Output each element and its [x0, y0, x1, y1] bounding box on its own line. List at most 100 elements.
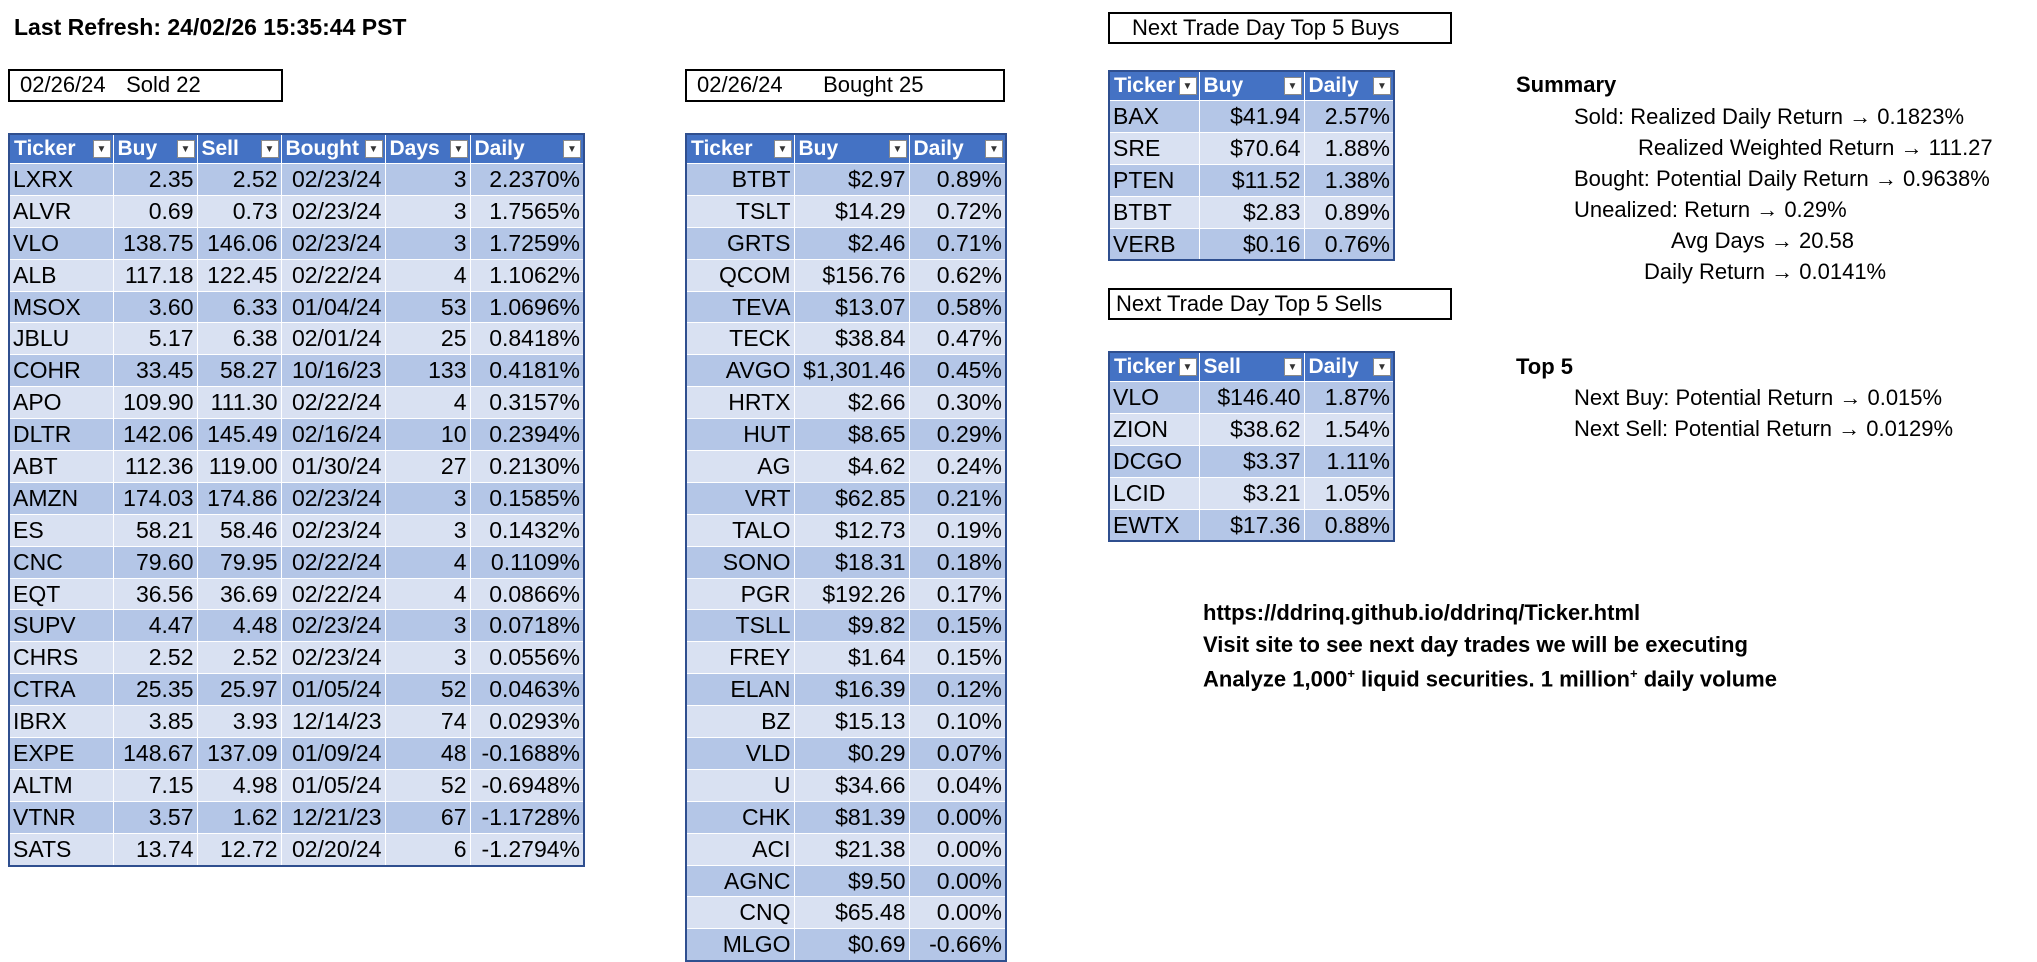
column-header-daily[interactable]: Daily ▼ [909, 134, 1007, 164]
table-row: AG $4.62 0.24% [686, 450, 1007, 483]
cell-ticker: CNQ [686, 896, 795, 929]
cell-bought: 02/22/24 [281, 545, 386, 579]
filter-dropdown-icon[interactable]: ▼ [1373, 358, 1391, 376]
cell-bought: 02/20/24 [281, 832, 386, 866]
table-row: CTRA 25.35 25.97 01/05/24 52 0.0463% [9, 673, 585, 706]
filter-dropdown-icon[interactable]: ▼ [773, 140, 792, 158]
site-url[interactable]: https://ddrinq.github.io/ddrinq/Ticker.h… [1203, 600, 1641, 625]
column-header-ticker[interactable]: Ticker ▼ [9, 134, 114, 164]
cell-days: 3 [385, 163, 471, 196]
cell-ticker: AGNC [686, 864, 795, 897]
table-row: LXRX 2.35 2.52 02/23/24 3 2.2370% [9, 163, 585, 196]
cell-buy: 36.56 [113, 577, 198, 610]
column-header-daily[interactable]: Daily ▼ [470, 134, 585, 164]
analyze-sup-2: + [1629, 666, 1638, 681]
cell-ticker: TSLT [686, 194, 795, 228]
table-row: COHR 33.45 58.27 10/16/23 133 0.4181% [9, 354, 585, 387]
cell-sell: 111.30 [197, 386, 282, 419]
filter-dropdown-icon[interactable]: ▼ [1373, 77, 1391, 95]
cell-bought: 02/22/24 [281, 258, 386, 292]
filter-dropdown-icon[interactable]: ▼ [449, 140, 468, 158]
cell-buy: 142.06 [113, 418, 198, 451]
filter-dropdown-icon[interactable]: ▼ [260, 140, 279, 158]
summary-bought: Bought: Potential Daily Return → 0.9638% [1574, 166, 1990, 191]
cell-daily: 0.0463% [470, 673, 585, 706]
filter-dropdown-icon[interactable]: ▼ [176, 140, 195, 158]
column-header-daily[interactable]: Daily ▼ [1304, 352, 1395, 382]
cell-bought: 01/04/24 [281, 290, 386, 323]
top5-next-sell: Next Sell: Potential Return → 0.0129% [1574, 416, 1954, 441]
table-row: TSLT $14.29 0.72% [686, 194, 1007, 228]
cell-ticker: MSOX [9, 290, 114, 323]
cell-ticker: SUPV [9, 609, 114, 642]
filter-dropdown-icon[interactable]: ▼ [1283, 358, 1302, 376]
cell-sell: 3.93 [197, 705, 282, 738]
cell-ticker: CHRS [9, 641, 114, 674]
filter-dropdown-icon[interactable]: ▼ [364, 140, 383, 158]
column-header-ticker[interactable]: Ticker ▼ [1109, 352, 1200, 382]
column-header-daily[interactable]: Daily ▼ [1304, 71, 1395, 101]
cell-daily: 0.89% [1304, 195, 1395, 229]
cell-ticker: CHK [686, 800, 795, 834]
filter-dropdown-icon[interactable]: ▼ [985, 140, 1003, 158]
cell-daily: 1.11% [1304, 444, 1395, 478]
column-header-ticker[interactable]: Ticker ▼ [1109, 71, 1200, 101]
cell-bought: 02/23/24 [281, 609, 386, 642]
column-header-label: Buy [1203, 74, 1244, 97]
column-header-sell[interactable]: Sell ▼ [197, 134, 282, 164]
cell-buy: 4.47 [113, 609, 198, 642]
column-header-buy[interactable]: Buy ▼ [1199, 71, 1305, 101]
filter-dropdown-icon[interactable]: ▼ [563, 140, 581, 158]
cell-daily: 0.2130% [470, 450, 585, 483]
cell-buy: $156.76 [794, 258, 910, 292]
column-header-buy[interactable]: Buy ▼ [113, 134, 198, 164]
cell-daily: 0.00% [909, 864, 1007, 897]
top-sells-title: Next Trade Day Top 5 Sells [1116, 291, 1383, 316]
cell-buy: 138.75 [113, 226, 198, 260]
cell-ticker: SATS [9, 832, 114, 866]
bought-table: Ticker ▼ Buy ▼ Daily ▼ BTBT $2.97 0.89% TSLT $14.… [685, 133, 1007, 962]
table-row: GRTS $2.46 0.71% [686, 226, 1007, 260]
cell-buy: 2.52 [113, 641, 198, 674]
top5-heading: Top 5 [1516, 354, 1574, 379]
table-row: IBRX 3.85 3.93 12/14/23 74 0.0293% [9, 705, 585, 738]
cell-ticker: TECK [686, 322, 795, 355]
cell-buy: 33.45 [113, 354, 198, 387]
table-row: LCID $3.21 1.05% [1109, 476, 1395, 510]
cell-daily: 0.2394% [470, 418, 585, 451]
cell-buy: 174.03 [113, 481, 198, 515]
table-row: TEVA $13.07 0.58% [686, 290, 1007, 323]
cell-daily: 0.1585% [470, 481, 585, 515]
column-header-bought[interactable]: Bought ▼ [281, 134, 386, 164]
table-row: ACI $21.38 0.00% [686, 832, 1007, 866]
cell-daily: -1.2794% [470, 832, 585, 866]
filter-dropdown-icon[interactable]: ▼ [92, 140, 111, 158]
cell-days: 3 [385, 609, 471, 642]
cell-ticker: TALO [686, 513, 795, 547]
filter-dropdown-icon[interactable]: ▼ [1283, 77, 1302, 95]
filter-dropdown-icon[interactable]: ▼ [1178, 77, 1197, 95]
filter-dropdown-icon[interactable]: ▼ [888, 140, 907, 158]
cell-ticker: VLO [9, 226, 114, 260]
column-header-label: Daily [1308, 74, 1359, 97]
column-header-buy[interactable]: Buy ▼ [794, 134, 910, 164]
cell-bought: 12/14/23 [281, 705, 386, 738]
column-header-days[interactable]: Days ▼ [385, 134, 471, 164]
cell-ticker: DLTR [9, 418, 114, 451]
cell-days: 4 [385, 577, 471, 610]
cell-daily: 1.7565% [470, 194, 585, 228]
column-header-sell[interactable]: Sell ▼ [1199, 352, 1305, 382]
analyze-part-b: liquid securities. 1 million [1354, 666, 1630, 692]
cell-buy: $14.29 [794, 194, 910, 228]
filter-dropdown-icon[interactable]: ▼ [1178, 358, 1197, 376]
cell-days: 4 [385, 545, 471, 579]
table-row: SATS 13.74 12.72 02/20/24 6 -1.2794% [9, 832, 585, 866]
cell-daily: 0.58% [909, 290, 1007, 323]
cell-days: 133 [385, 354, 471, 387]
column-header-ticker[interactable]: Ticker ▼ [686, 134, 795, 164]
cell-buy: 3.60 [113, 290, 198, 323]
table-row: CNC 79.60 79.95 02/22/24 4 0.1109% [9, 545, 585, 579]
cell-days: 52 [385, 768, 471, 802]
table-row: ES 58.21 58.46 02/23/24 3 0.1432% [9, 513, 585, 547]
cell-daily: 0.15% [909, 641, 1007, 674]
